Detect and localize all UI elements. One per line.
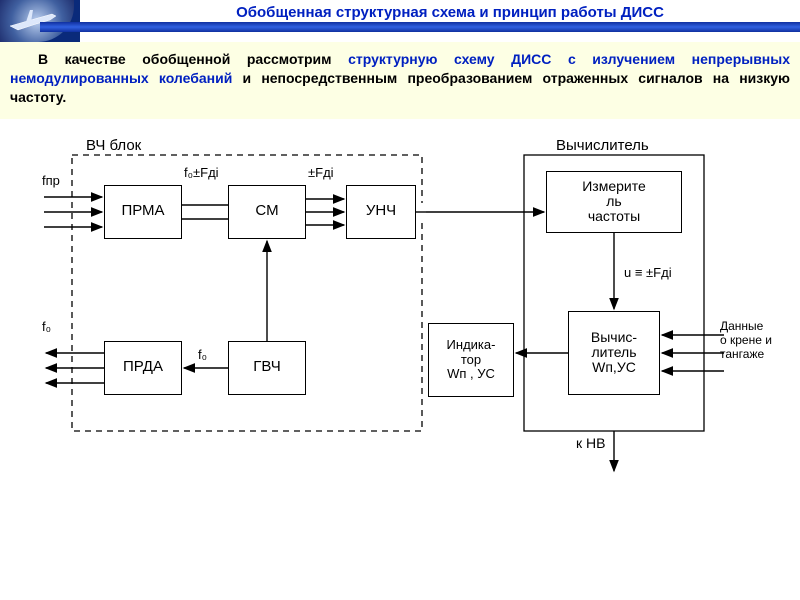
- header-stripe: [40, 22, 800, 32]
- block-prma: ПРМА: [104, 185, 182, 239]
- label-Fd: ±Fдi: [308, 165, 334, 180]
- block-gvch: ГВЧ: [228, 341, 306, 395]
- label-u-eq: u ≡ ±Fдi: [624, 265, 672, 280]
- diagram: ПРМА СМ УНЧ ПРДА ГВЧ Индика- тор Wп , УС…: [0, 119, 800, 539]
- block-freq-meter: Измерите ль частоты: [546, 171, 682, 233]
- block-calculator: Вычис- литель Wп,УС: [568, 311, 660, 395]
- block-indicator: Индика- тор Wп , УС: [428, 323, 514, 397]
- label-f0-out: f₀: [42, 319, 51, 334]
- intro-part1: В качестве обобщенной рассмотрим: [38, 51, 348, 67]
- block-sm: СМ: [228, 185, 306, 239]
- label-roll-pitch: Данные о крене и тангаже: [720, 319, 772, 362]
- label-vch-block: ВЧ блок: [86, 137, 141, 154]
- intro-text: В качестве обобщенной рассмотрим структу…: [0, 42, 800, 119]
- block-unch: УНЧ: [346, 185, 416, 239]
- label-fpr: fпр: [42, 173, 60, 188]
- header-logo-icon: [0, 0, 74, 42]
- label-f0-gvch: f₀: [198, 347, 207, 362]
- slide-title: Обобщенная структурная схема и принцип р…: [110, 4, 790, 21]
- label-calc-block: Вычислитель: [556, 137, 649, 154]
- label-k-nv: к НВ: [576, 435, 605, 451]
- block-prda: ПРДА: [104, 341, 182, 395]
- slide-header: Обобщенная структурная схема и принцип р…: [0, 0, 800, 42]
- label-f0Fd: f₀±Fдi: [184, 165, 219, 180]
